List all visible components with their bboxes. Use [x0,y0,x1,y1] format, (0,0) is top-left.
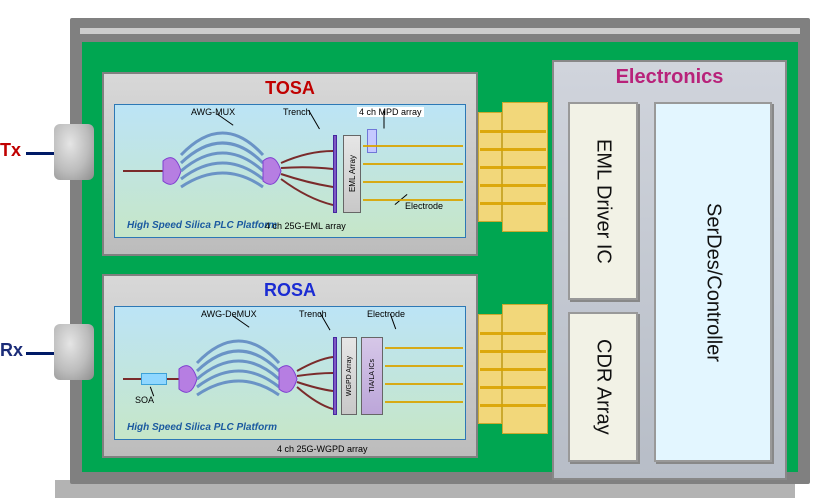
rosa-flex-trace-2 [480,350,546,353]
eml-array-chip: EML Array [343,135,361,213]
tosa-flex [478,112,548,222]
tia-la-chip-label: TIA/LA ICs [369,359,376,392]
cdr-array-chip: CDR Array [568,312,638,462]
tosa-flex-trace-2 [480,148,546,151]
trench-callout: Trench [283,107,311,117]
rosa-electrode-callout: Electrode [367,309,405,319]
tosa-trace-1 [363,145,463,147]
awg-mux-graphic [123,111,333,229]
tosa-trace-2 [363,163,463,165]
rosa-trace-2 [385,365,463,367]
tx-barrel [54,124,94,180]
rosa-title: ROSA [102,280,478,301]
rx-barrel [54,324,94,380]
mpd-callout: 4 ch MPD array [357,107,424,117]
soa-callout: SOA [135,395,154,405]
module-board: Electronics EML Driver IC CDR Array SerD… [70,18,810,484]
tosa-trace-4 [363,199,463,201]
tosa-flex-trace-4 [480,184,546,187]
serdes-label: SerDes/Controller [702,203,725,362]
rosa-flex [478,314,548,424]
rosa-flex-trace-4 [480,386,546,389]
tosa-plc: High Speed Silica PLC Platform [114,104,466,238]
serdes-chip: SerDes/Controller [654,102,772,462]
rosa-trace-4 [385,401,463,403]
awg-mux-callout: AWG-MUX [191,107,235,117]
tosa-title: TOSA [102,78,478,99]
rosa-plc: High Speed Silica PLC Platform [114,306,466,440]
rosa-trace-3 [385,383,463,385]
rx-label: Rx [0,340,23,361]
rosa-module: ROSA High Speed Silica PLC Platform [102,274,478,458]
tosa-flex-trace-5 [480,202,546,205]
tosa-flex-trace-3 [480,166,546,169]
rosa-trace-1 [385,347,463,349]
wgpd-array-chip-label: WGPD Array [346,356,353,396]
eml-driver-label: EML Driver IC [592,139,615,264]
mpd-callout-line [384,111,385,129]
awg-demux-graphic [123,313,333,431]
wgpd-array-chip: WGPD Array [341,337,357,415]
trench-bar [333,135,337,213]
soa-chip [141,373,167,385]
electrode-callout: Electrode [405,201,443,211]
cdr-array-label: CDR Array [592,339,615,435]
electronics-title: Electronics [554,66,785,89]
diagram-root: Electronics EML Driver IC CDR Array SerD… [0,0,820,502]
tosa-trace-3 [363,181,463,183]
awg-demux-callout: AWG-DeMUX [201,309,257,319]
eml-array-sub: 4 ch 25G-EML array [265,221,346,231]
tosa-flex-trace-1 [480,130,546,133]
mpd-array [367,129,377,153]
rosa-flex-trace-1 [480,332,546,335]
rosa-flex-trace-5 [480,404,546,407]
tx-label: Tx [0,140,21,161]
wgpd-array-sub: 4 ch 25G-WGPD array [277,444,368,454]
tia-la-chip: TIA/LA ICs [361,337,383,415]
tosa-module: TOSA High Speed Silica PLC Platform [102,72,478,256]
rosa-flex-trace-3 [480,368,546,371]
eml-array-chip-label: EML Array [348,155,357,192]
rosa-trench-bar [333,337,337,415]
eml-driver-chip: EML Driver IC [568,102,638,300]
electronics-panel: Electronics EML Driver IC CDR Array SerD… [552,60,787,480]
